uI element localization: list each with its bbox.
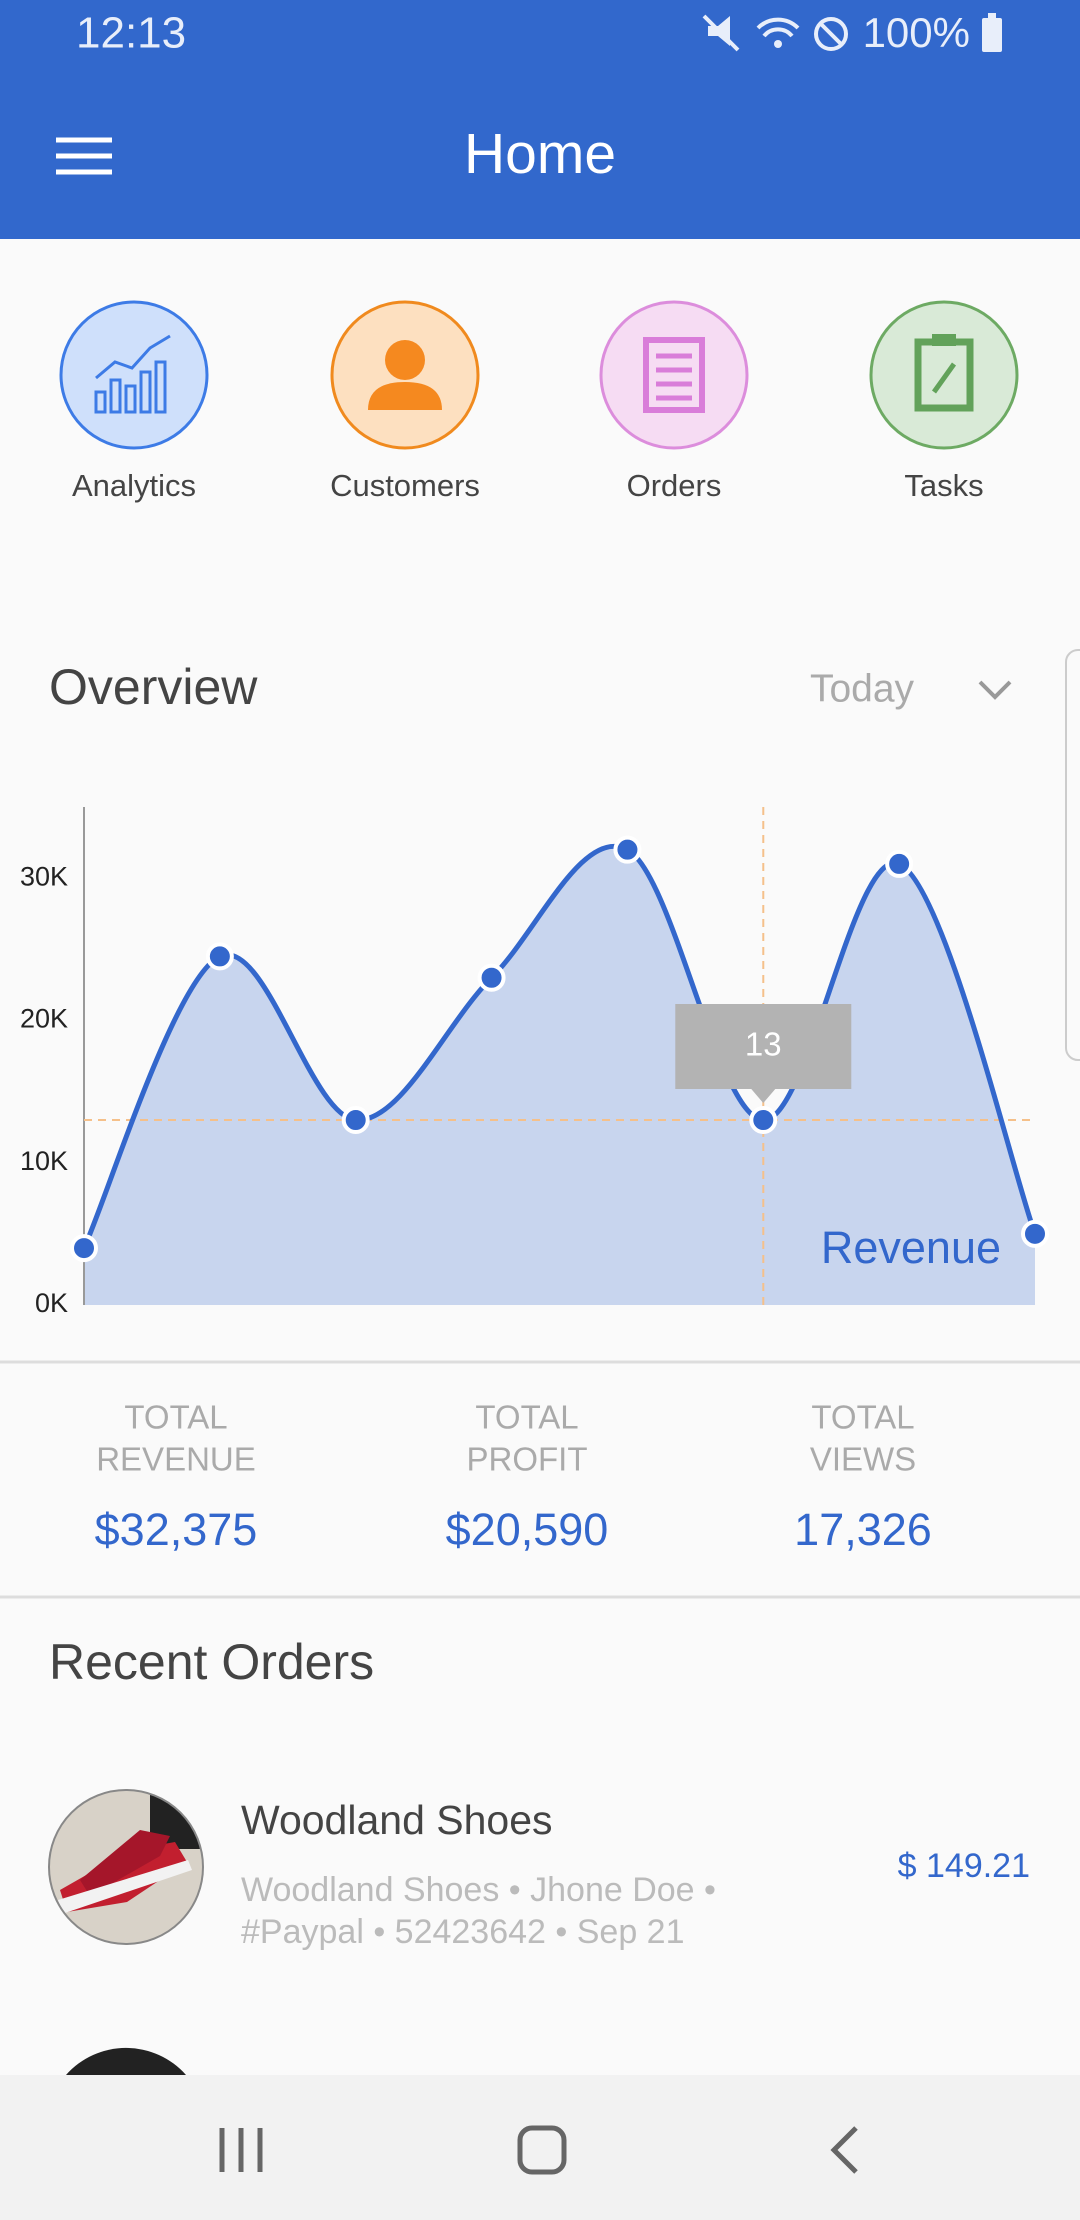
point: [477, 963, 506, 992]
tooltip-label: 13: [745, 1026, 782, 1063]
order-avatar-partial: [66, 2047, 186, 2075]
order-item[interactable]: Woodland Shoes Woodland Shoes • Jhone Do…: [48, 1789, 1030, 1951]
stat-label: VIEWS: [810, 1441, 916, 1478]
shortcut-label: Analytics: [72, 468, 196, 503]
shortcut-label: Tasks: [904, 468, 983, 503]
shortcut[interactable]: Customers: [330, 300, 480, 503]
shortcut[interactable]: Tasks: [869, 300, 1019, 503]
menu-button[interactable]: [56, 137, 112, 175]
stat-label: PROFIT: [467, 1441, 588, 1478]
app-bar: [0, 0, 1080, 239]
stat-value: 17,326: [794, 1504, 932, 1555]
point: [70, 1234, 98, 1263]
chart: 0K 10K 20K 30K 13 Revenue: [20, 807, 1049, 1318]
point: [749, 1106, 778, 1135]
app-title: Home: [464, 122, 616, 186]
stat-label: TOTAL: [124, 1399, 227, 1436]
order-details: #Paypal • 52423642 • Sep 21: [241, 1913, 685, 1951]
recents-button[interactable]: [219, 2128, 263, 2172]
tooltip-box: [675, 1004, 852, 1104]
section-title: Recent Orders: [49, 1634, 374, 1690]
series-label: Revenue: [821, 1222, 1001, 1273]
back-button[interactable]: [830, 2126, 858, 2174]
order-avatar: [49, 1790, 203, 1944]
point: [341, 1106, 370, 1135]
nav-bar: [0, 2075, 1080, 2220]
stat-value: $20,590: [446, 1504, 609, 1555]
order-name: Woodland Shoes: [241, 1797, 553, 1843]
shortcut-label: Orders: [627, 468, 722, 503]
stat-value: $32,375: [95, 1504, 258, 1555]
y-tick-label: 30K: [20, 861, 68, 891]
point: [1021, 1219, 1049, 1248]
shortcut[interactable]: Analytics: [59, 300, 209, 503]
card-edge: [1065, 649, 1080, 1061]
point: [613, 835, 642, 864]
shortcut[interactable]: Orders: [599, 300, 749, 503]
y-tick-label: 20K: [20, 1004, 68, 1034]
point: [885, 849, 914, 878]
stat-label: REVENUE: [96, 1441, 256, 1478]
period-dropdown[interactable]: Today: [810, 667, 1012, 710]
status-icons: [702, 13, 1002, 52]
shortcut-label: Customers: [330, 468, 480, 503]
stat-label: TOTAL: [811, 1399, 914, 1436]
order-details: Woodland Shoes • Jhone Doe •: [241, 1871, 716, 1909]
area: [84, 846, 1035, 1305]
point: [205, 942, 234, 971]
status-battery: 100%: [863, 9, 970, 56]
period-label: Today: [810, 667, 915, 710]
stat-label: TOTAL: [475, 1399, 578, 1436]
status-time: 12:13: [76, 9, 186, 58]
order-price: $ 149.21: [898, 1847, 1030, 1885]
y-tick-label: 0K: [35, 1288, 68, 1318]
home-button[interactable]: [517, 2125, 567, 2175]
overview-title: Overview: [49, 659, 258, 715]
y-tick-label: 10K: [20, 1146, 68, 1176]
